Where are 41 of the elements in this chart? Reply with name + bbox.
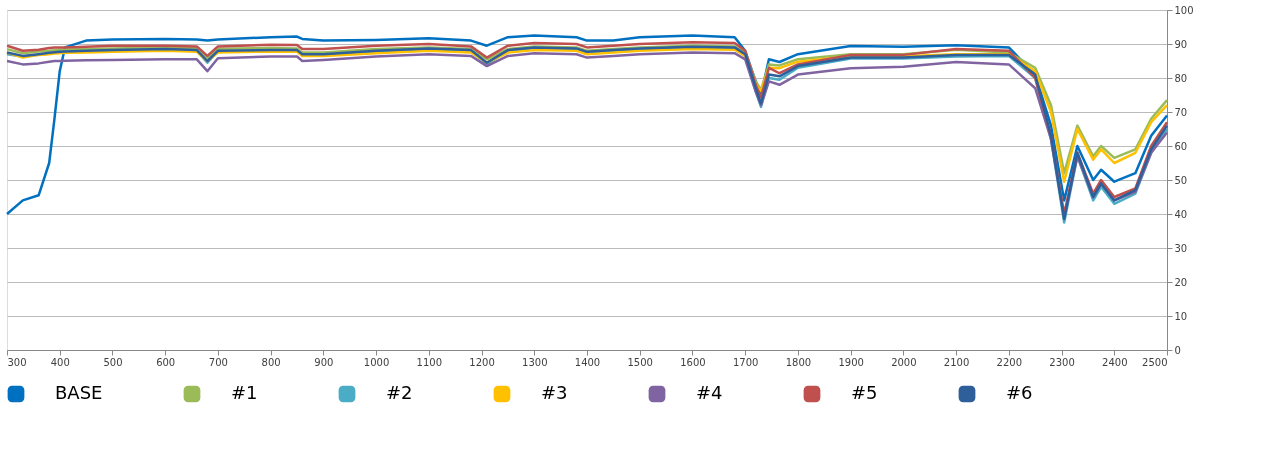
x-tick-label: 1600: [680, 356, 706, 368]
y-tick-label: 100: [1174, 4, 1194, 16]
y-tick-label: 40: [1174, 208, 1188, 220]
y-tick-label: 60: [1174, 140, 1188, 152]
x-tick-label: 1100: [416, 356, 443, 368]
x-tick-label: 2100: [943, 356, 970, 368]
x-tick-label: 800: [261, 356, 281, 368]
x-tick-label: 1200: [469, 356, 495, 368]
x-tick-label: 1700: [732, 356, 759, 368]
y-tick-label: 10: [1174, 310, 1188, 322]
legend-label: #3: [541, 382, 568, 403]
legend-label: #1: [231, 382, 258, 403]
legend-label: BASE: [55, 382, 103, 403]
x-tick-label: 500: [103, 356, 123, 368]
x-tick-label: 1400: [574, 356, 601, 368]
x-tick-label: 700: [208, 356, 228, 368]
x-tick-label: 600: [156, 356, 176, 368]
x-tick-label: 1900: [838, 356, 864, 368]
x-tick-label: 1000: [363, 356, 390, 368]
x-tick-label: 2400: [1102, 356, 1128, 368]
x-tick-label: 300: [7, 356, 27, 368]
legend-label: #4: [696, 382, 723, 403]
y-tick-label: 90: [1174, 38, 1188, 50]
x-tick-label: 900: [314, 356, 334, 368]
legend-label: #6: [1006, 382, 1033, 403]
legend-label: #5: [851, 382, 878, 403]
y-tick-label: 30: [1174, 242, 1188, 254]
x-tick-label: 1500: [627, 356, 653, 368]
y-tick-label: 0: [1174, 344, 1181, 356]
x-tick-label: 2500: [1142, 356, 1168, 368]
y-tick-label: 70: [1174, 106, 1188, 118]
x-tick-label: 2200: [996, 356, 1023, 368]
y-tick-label: 80: [1174, 72, 1188, 84]
x-tick-label: 400: [50, 356, 70, 368]
x-tick-label: 1800: [785, 356, 812, 368]
legend-label: #2: [386, 382, 413, 403]
y-tick-label: 20: [1174, 276, 1188, 288]
x-tick-label: 1300: [522, 356, 548, 368]
x-tick-label: 2300: [1049, 356, 1075, 368]
x-tick-label: 2000: [891, 356, 917, 368]
y-tick-label: 50: [1174, 174, 1188, 186]
